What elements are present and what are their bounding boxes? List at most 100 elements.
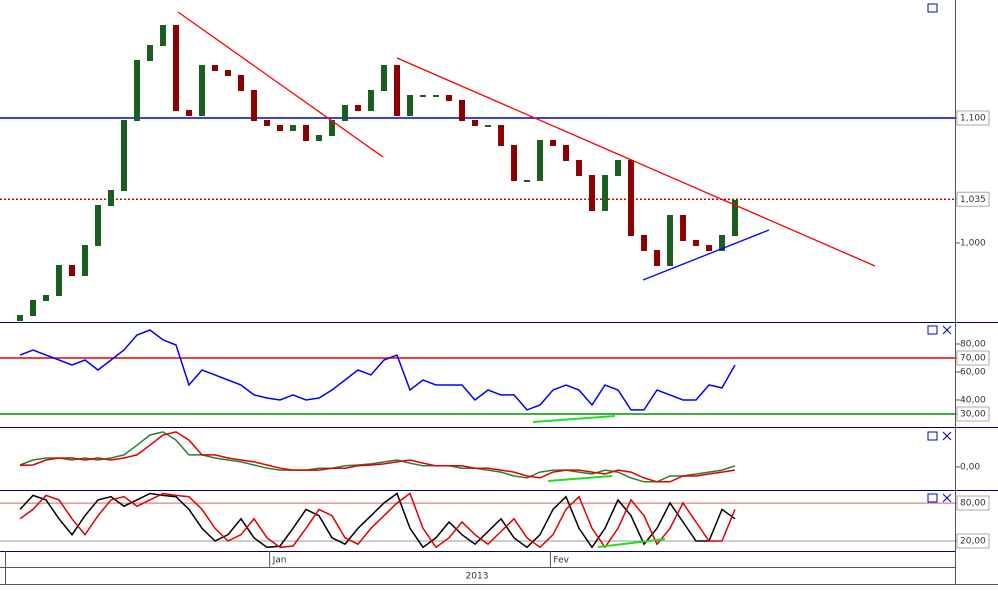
candle <box>706 245 713 251</box>
icon <box>942 493 952 503</box>
y-tick-label: 80,00 <box>960 499 986 509</box>
label-box <box>956 495 990 511</box>
candle <box>199 65 206 116</box>
candle <box>667 215 674 266</box>
series-line <box>19 431 736 483</box>
trend-line <box>177 11 384 158</box>
candle <box>498 125 505 146</box>
candle <box>55 265 62 296</box>
candle <box>550 140 557 146</box>
y-tick-label: 1,000 <box>960 239 986 249</box>
candle <box>537 140 544 181</box>
y-tick-label: 60,00 <box>960 367 986 377</box>
candle <box>42 295 49 301</box>
trend-line <box>396 57 876 267</box>
label-box <box>956 191 990 207</box>
candle <box>355 105 362 111</box>
candle <box>459 100 466 121</box>
icon <box>927 325 938 335</box>
candle <box>693 240 700 246</box>
candle <box>251 90 258 121</box>
y-tick-label: 0,00 <box>960 462 980 472</box>
divergence-line <box>597 538 666 548</box>
candle <box>16 315 23 321</box>
year-label: 2013 <box>466 572 489 582</box>
candle <box>576 160 583 176</box>
panel-icons <box>927 3 952 503</box>
y-tick-label: 30,00 <box>960 409 986 419</box>
label-box <box>956 110 990 126</box>
x-tick-label: Jan <box>272 556 287 566</box>
candle <box>94 205 101 246</box>
candle <box>68 265 75 276</box>
series-line <box>19 492 736 549</box>
candle <box>602 175 609 211</box>
candle <box>420 95 427 97</box>
x-tick-label: Fev <box>553 556 569 566</box>
candle <box>511 145 518 181</box>
candle <box>680 215 687 241</box>
candle <box>446 95 453 101</box>
candle <box>160 25 167 46</box>
candle <box>394 65 401 116</box>
y-tick-label: 20,00 <box>960 537 986 547</box>
y-tick-label: 1,035 <box>960 195 986 205</box>
axis-frame <box>0 0 998 585</box>
candle <box>368 90 375 111</box>
series-line <box>19 492 736 549</box>
y-tick-label: 70,00 <box>960 353 986 363</box>
candle <box>107 190 114 206</box>
trend-lines <box>177 11 876 548</box>
candle <box>407 95 414 116</box>
candle <box>303 125 310 141</box>
y-tick-label: 80,00 <box>960 339 986 349</box>
candle <box>29 300 36 316</box>
candle <box>225 70 232 76</box>
candle <box>290 125 297 131</box>
label-box <box>956 406 990 422</box>
candle <box>81 245 88 276</box>
candle <box>120 120 127 191</box>
candle <box>238 75 245 91</box>
y-tick-label: 1,100 <box>960 114 986 124</box>
panel-borders <box>0 322 998 552</box>
y-tick-label: 40,00 <box>960 395 986 405</box>
candle <box>719 235 726 251</box>
candle <box>472 120 479 126</box>
candle <box>563 145 570 161</box>
candle <box>589 175 596 211</box>
candle <box>628 160 635 236</box>
marks: 1,100 1,035 1,000 80,00 70,00 60,00 40,00 30,00… <box>0 25 990 567</box>
trend-line <box>642 229 770 281</box>
candle <box>316 135 323 141</box>
candle <box>277 125 284 131</box>
series-line <box>19 431 736 483</box>
candle <box>641 235 648 251</box>
candle <box>615 160 622 176</box>
icon <box>927 493 938 503</box>
candle <box>485 125 492 127</box>
candle <box>186 110 193 116</box>
candle <box>524 180 531 182</box>
label-box <box>956 350 990 366</box>
divergence-line <box>547 475 613 482</box>
icon <box>942 431 952 441</box>
icon <box>927 3 938 13</box>
series-line <box>19 329 736 411</box>
divergence-line <box>532 415 616 423</box>
candle <box>433 95 440 97</box>
candle <box>147 45 154 61</box>
candle <box>134 60 141 121</box>
label-box <box>956 533 990 549</box>
candle <box>342 105 349 121</box>
icon <box>927 431 938 441</box>
candle <box>732 200 739 236</box>
candle <box>212 65 219 71</box>
candle <box>654 250 661 266</box>
candle <box>264 120 271 126</box>
candle <box>173 25 180 111</box>
candle <box>381 65 388 91</box>
icon <box>942 325 952 335</box>
